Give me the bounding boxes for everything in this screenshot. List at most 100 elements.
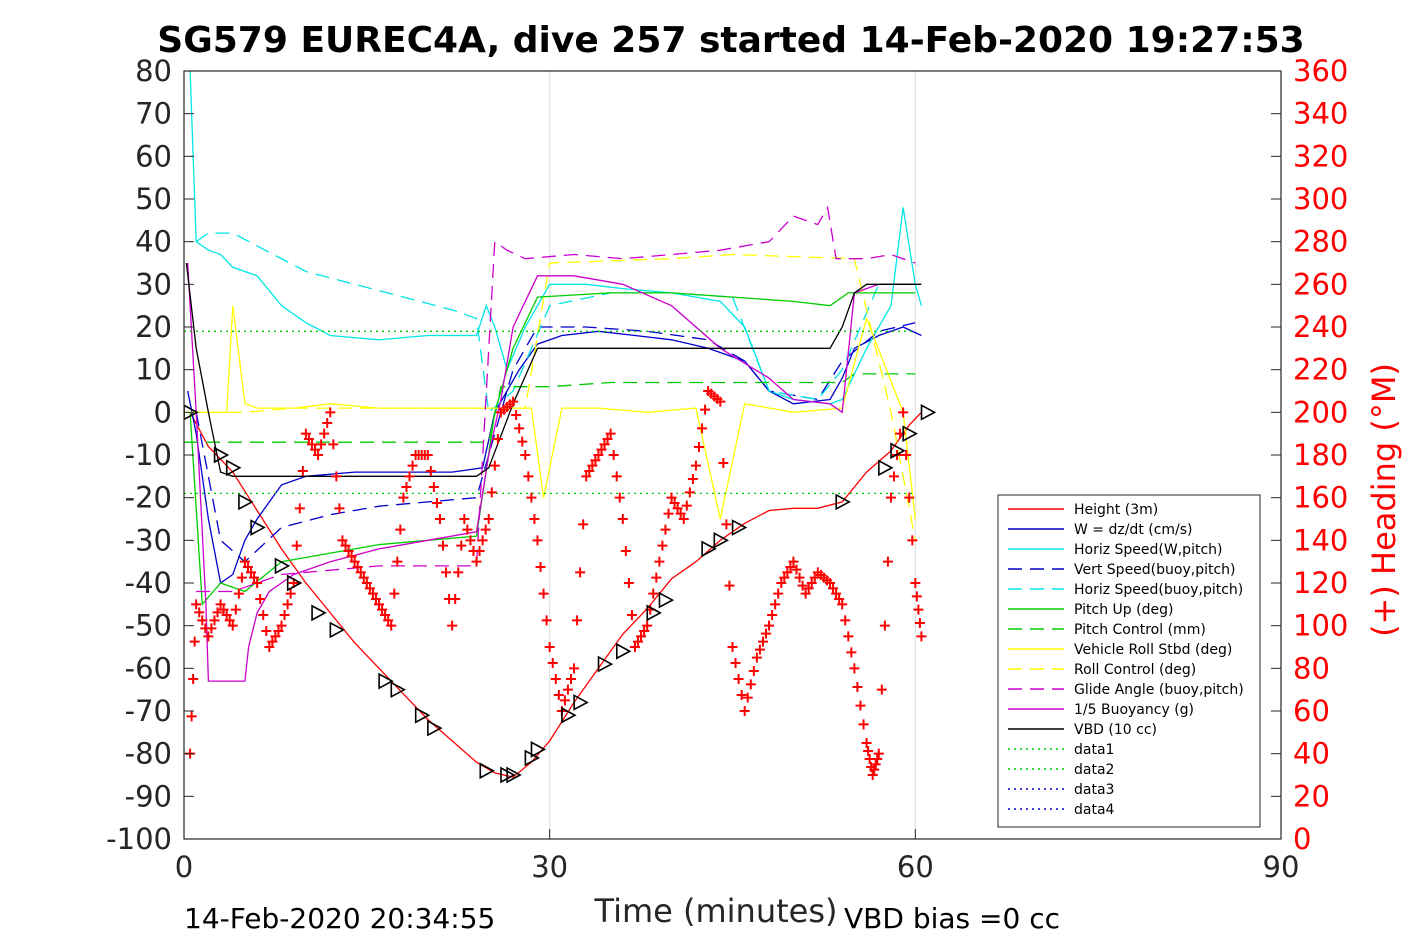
heading-point: [224, 615, 235, 626]
depth-marker: [731, 519, 748, 536]
heading-point: [434, 514, 445, 524]
heading-point: [611, 471, 622, 482]
heading-point: [422, 450, 433, 460]
left-axis-ticks: 80 70 60 50 40 30 20 10 0 -10 -20 -30 -40 -50 -60 -70 -8…: [106, 54, 194, 856]
heading-point: [767, 610, 778, 620]
heading-point: [361, 578, 372, 588]
heading-point: [206, 623, 217, 634]
legend-label: Glide Angle (buoy,pitch): [1074, 682, 1244, 698]
depth-markers: [184, 403, 937, 784]
heading-point: [911, 591, 922, 602]
heading-point: [794, 572, 805, 583]
heading-point: [550, 674, 561, 684]
heading-point: [651, 572, 662, 583]
heading-point: [785, 562, 796, 572]
heading-point: [508, 396, 519, 407]
heading-point: [575, 567, 586, 578]
heading-point: [340, 540, 351, 551]
heading-point: [849, 663, 860, 674]
heading-point: [828, 583, 839, 594]
heading-point: [757, 636, 768, 647]
series-line: [189, 292, 916, 606]
heading-point: [282, 599, 293, 610]
heading-point: [398, 492, 409, 503]
y-tick-label: -70: [125, 694, 172, 728]
y-tick-label: 70: [135, 97, 172, 131]
heading-point: [337, 535, 348, 546]
heading-point: [364, 583, 375, 594]
depth-marker: [573, 694, 589, 711]
depth-marker: [311, 604, 327, 622]
heading-point: [803, 583, 814, 594]
heading-point: [700, 404, 711, 415]
heading-point: [230, 604, 241, 615]
legend-label: data2: [1074, 762, 1114, 778]
heading-point: [242, 562, 253, 572]
heading-point: [672, 503, 683, 514]
right-tick-label: 40: [1293, 737, 1330, 771]
heading-point: [306, 439, 317, 450]
series-line: [196, 305, 916, 520]
depth-marker: [615, 642, 632, 660]
heading-point: [236, 572, 247, 583]
right-tick-label: 220: [1293, 353, 1348, 387]
heading-point: [751, 652, 762, 663]
y-tick-label: -80: [125, 737, 172, 771]
series-line: [187, 262, 916, 682]
depth-marker: [250, 519, 266, 536]
heading-point: [492, 434, 503, 444]
heading-point: [319, 428, 330, 439]
heading-point: [377, 604, 388, 615]
legend-label: 1/5 Buoyancy (g): [1074, 702, 1194, 718]
heading-point: [474, 546, 485, 556]
heading-point: [544, 642, 555, 652]
heading-point: [736, 690, 747, 700]
heading-point: [489, 460, 500, 471]
heading-point: [623, 578, 634, 588]
x-tick-label: 60: [897, 850, 934, 884]
heading-point: [252, 578, 263, 588]
y-tick-label: 60: [135, 139, 172, 173]
heading-point: [343, 546, 354, 556]
y-tick-label: -10: [125, 438, 172, 472]
heading-point: [233, 588, 244, 599]
heading-point: [779, 572, 790, 583]
heading-point: [471, 556, 482, 567]
heading-point: [480, 524, 491, 535]
depth-marker: [225, 459, 242, 477]
heading-point: [861, 738, 872, 748]
y-tick-label: 10: [135, 353, 172, 387]
heading-point: [687, 474, 698, 484]
heading-point: [858, 719, 869, 730]
depth-marker: [378, 672, 394, 690]
heading-point: [462, 524, 473, 535]
heading-point: [620, 546, 631, 556]
heading-point: [523, 471, 534, 482]
heading-point: [358, 572, 369, 583]
heading-point: [733, 674, 744, 684]
right-tick-label: 120: [1293, 566, 1348, 600]
right-tick-label: 60: [1293, 694, 1330, 728]
heading-point: [599, 439, 610, 450]
depth-marker: [274, 557, 291, 575]
heading-point: [514, 423, 525, 434]
heading-point: [697, 423, 708, 434]
heading-point: [626, 610, 637, 620]
legend-label: data4: [1074, 802, 1115, 818]
heading-point: [212, 607, 223, 618]
depth-marker: [213, 446, 230, 464]
heading-point: [721, 519, 732, 530]
heading-point: [587, 460, 598, 471]
heading-point: [681, 500, 692, 511]
heading-point: [346, 551, 357, 562]
heading-point: [367, 588, 378, 599]
heading-point: [876, 684, 887, 695]
right-tick-label: 340: [1293, 97, 1348, 131]
heading-point: [264, 642, 275, 652]
footer-timestamp: 14-Feb-2020 20:34:55: [184, 902, 495, 935]
y-tick-label: -90: [125, 779, 172, 813]
heading-point: [748, 666, 759, 676]
heading-point: [197, 615, 208, 626]
heading-point: [690, 460, 701, 471]
heading-point: [541, 615, 552, 626]
